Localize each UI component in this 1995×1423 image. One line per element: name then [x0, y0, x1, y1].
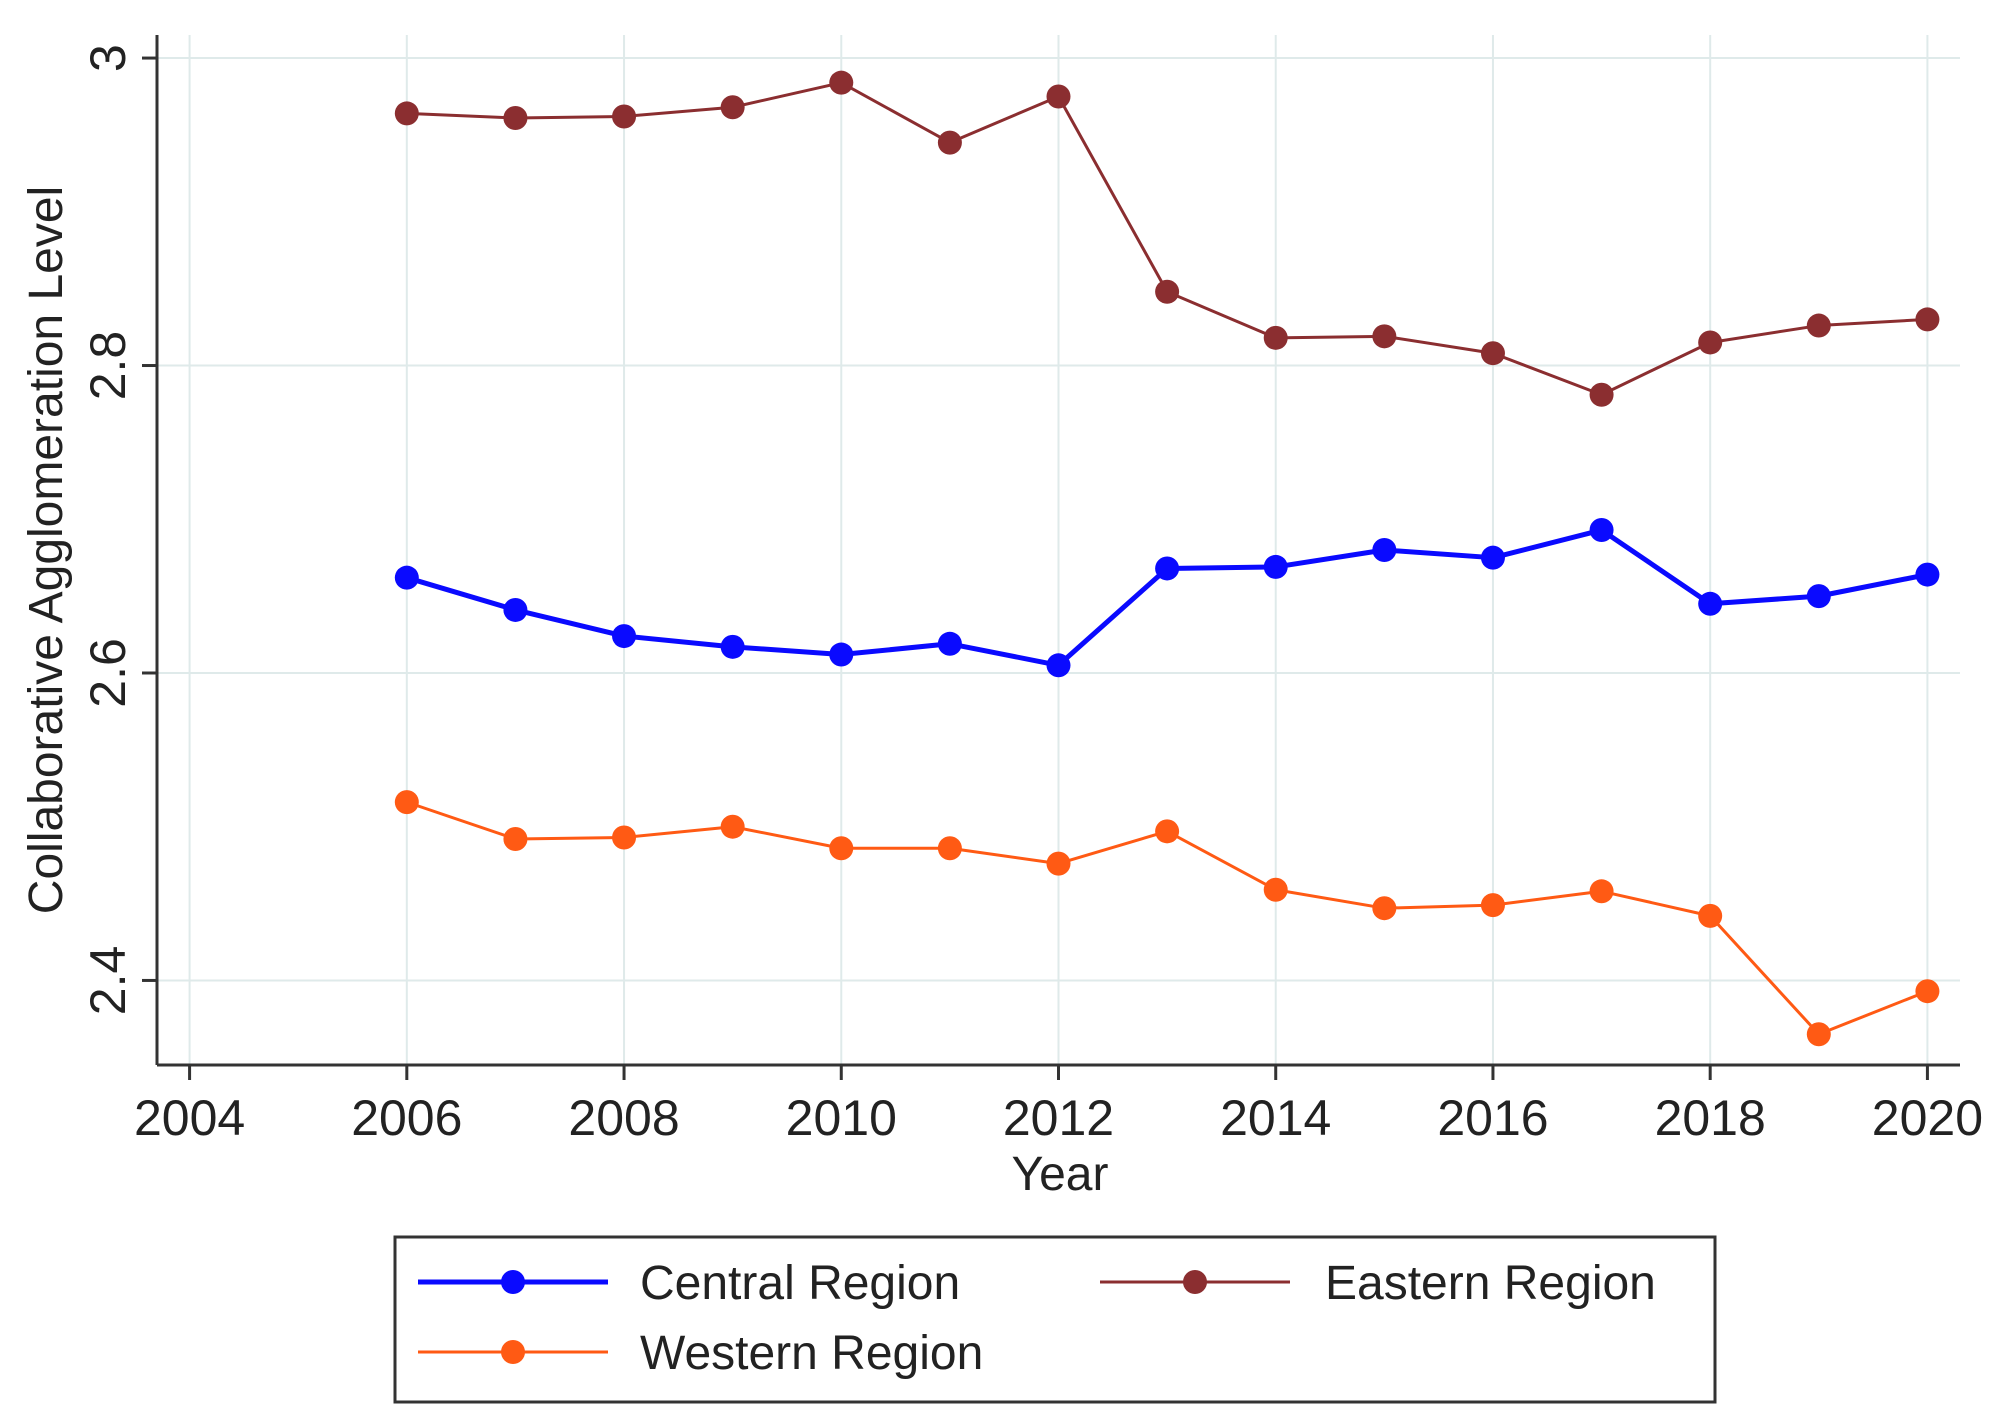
- data-point-central-region: [937, 631, 962, 656]
- legend-marker-eastern-region: [1183, 1270, 1207, 1294]
- x-tick-label: 2018: [1655, 1090, 1766, 1146]
- y-axis-title: Collaborative Agglomeration Level: [20, 186, 73, 914]
- series-group: [394, 70, 1940, 1047]
- legend-label-eastern-region: Eastern Region: [1325, 1257, 1656, 1310]
- data-point-central-region: [1915, 562, 1940, 587]
- data-point-eastern-region: [1046, 84, 1071, 109]
- data-point-eastern-region: [937, 130, 962, 155]
- data-point-eastern-region: [612, 104, 637, 129]
- data-point-eastern-region: [503, 106, 528, 131]
- data-point-eastern-region: [394, 101, 419, 126]
- data-point-western-region: [1263, 877, 1288, 902]
- data-point-western-region: [1589, 879, 1614, 904]
- x-tick-label: 2014: [1220, 1090, 1331, 1146]
- legend-box: [393, 1235, 1717, 1404]
- data-point-western-region: [1698, 903, 1723, 928]
- x-tick-label: 2008: [568, 1090, 679, 1146]
- data-point-central-region: [394, 565, 419, 590]
- grid-lines: [157, 35, 1960, 1065]
- data-point-central-region: [1589, 518, 1614, 543]
- data-point-central-region: [829, 642, 854, 667]
- data-point-western-region: [1046, 851, 1071, 876]
- legend-label-western-region: Western Region: [640, 1327, 983, 1380]
- y-tick-label: 2.6: [80, 638, 136, 708]
- data-point-western-region: [394, 790, 419, 815]
- legend-item-western-region: Western Region: [418, 1327, 983, 1380]
- legend-item-eastern-region: Eastern Region: [1100, 1257, 1656, 1310]
- data-point-eastern-region: [1372, 324, 1397, 349]
- data-point-central-region: [1806, 584, 1831, 609]
- y-tick-label: 3: [80, 44, 136, 72]
- x-tick-label: 2004: [134, 1090, 245, 1146]
- data-point-central-region: [1698, 591, 1723, 616]
- axis-ticks: 2004 2006 2008 2010 2012 2014 2016 2018 2020 2.4 2…: [80, 44, 1983, 1146]
- data-point-central-region: [720, 634, 745, 659]
- legend-item-central-region: Central Region: [418, 1257, 960, 1310]
- x-tick-label: 2006: [351, 1090, 462, 1146]
- x-tick-label: 2016: [1437, 1090, 1548, 1146]
- data-point-western-region: [1372, 896, 1397, 921]
- series-western-region: [394, 790, 1940, 1047]
- data-point-eastern-region: [1155, 279, 1180, 304]
- data-point-western-region: [1480, 893, 1505, 918]
- data-point-central-region: [503, 597, 528, 622]
- legend-marker-central-region: [501, 1270, 525, 1294]
- data-point-eastern-region: [829, 70, 854, 95]
- series-eastern-region: [394, 70, 1940, 407]
- x-tick-label: 2012: [1003, 1090, 1114, 1146]
- data-point-central-region: [1480, 545, 1505, 570]
- data-point-western-region: [1915, 979, 1940, 1004]
- x-tick-label: 2010: [786, 1090, 897, 1146]
- data-point-western-region: [612, 825, 637, 850]
- data-point-central-region: [1372, 538, 1397, 562]
- data-point-western-region: [829, 836, 854, 861]
- data-point-eastern-region: [1263, 325, 1288, 350]
- data-point-eastern-region: [1698, 330, 1723, 355]
- data-point-eastern-region: [1589, 382, 1614, 407]
- series-central-region: [394, 518, 1940, 678]
- data-point-central-region: [1155, 556, 1180, 581]
- data-point-western-region: [503, 827, 528, 852]
- x-axis-title: Year: [1012, 1148, 1109, 1201]
- x-tick-label: 2020: [1872, 1090, 1983, 1146]
- data-point-central-region: [612, 624, 637, 649]
- data-point-central-region: [1263, 554, 1288, 579]
- data-point-central-region: [1046, 653, 1071, 678]
- data-point-western-region: [720, 814, 745, 839]
- legend-label-central-region: Central Region: [640, 1257, 960, 1310]
- data-point-eastern-region: [1480, 341, 1505, 366]
- data-point-eastern-region: [1915, 307, 1940, 332]
- data-point-western-region: [937, 836, 962, 861]
- legend-items: Central Region Eastern Region Western Regi…: [418, 1257, 1656, 1380]
- legend-marker-western-region: [501, 1340, 525, 1364]
- legend: Central Region Eastern Region Western Regi…: [393, 1235, 1717, 1404]
- data-point-western-region: [1155, 819, 1180, 844]
- data-point-eastern-region: [720, 95, 745, 120]
- data-point-western-region: [1806, 1022, 1831, 1047]
- y-tick-label: 2.8: [80, 331, 136, 401]
- y-tick-label: 2.4: [80, 946, 136, 1016]
- data-point-eastern-region: [1806, 313, 1831, 338]
